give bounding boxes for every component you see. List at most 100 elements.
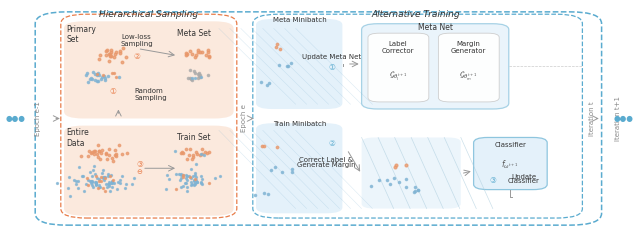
Point <box>176 172 186 176</box>
Point <box>181 181 191 184</box>
Point <box>182 178 192 182</box>
Point <box>178 184 188 188</box>
Point <box>189 69 199 73</box>
Point <box>103 174 113 178</box>
Point <box>204 150 214 153</box>
Point <box>189 177 200 181</box>
Point <box>189 76 200 80</box>
Point <box>83 183 93 187</box>
Point <box>101 157 111 161</box>
Point <box>195 75 205 79</box>
Point <box>127 182 138 186</box>
Text: Random
Sampling: Random Sampling <box>134 88 167 101</box>
Point <box>90 149 100 153</box>
Text: Epoch e: Epoch e <box>241 105 248 132</box>
Point <box>176 173 186 177</box>
Point <box>200 150 210 154</box>
Text: Label
Corrector: Label Corrector <box>382 41 414 54</box>
Point <box>95 151 106 155</box>
Point <box>196 181 207 185</box>
Point <box>100 176 111 180</box>
Point <box>52 181 62 185</box>
Point <box>63 175 74 179</box>
Point <box>186 77 196 81</box>
Point <box>161 173 172 177</box>
Point <box>204 55 214 58</box>
Point <box>109 55 119 59</box>
Point <box>196 75 206 79</box>
Point <box>88 70 98 74</box>
Point <box>199 153 209 156</box>
Point <box>97 176 108 179</box>
Point <box>90 180 100 184</box>
Point <box>196 152 206 156</box>
Point <box>104 189 115 192</box>
Point <box>190 71 200 75</box>
Point <box>83 179 93 182</box>
Point <box>385 182 396 186</box>
Point <box>95 185 106 189</box>
Point <box>109 153 120 157</box>
Point <box>113 180 124 184</box>
Point <box>99 175 109 178</box>
Text: ②: ② <box>328 139 335 148</box>
Point <box>100 49 111 53</box>
Point <box>185 68 195 72</box>
FancyBboxPatch shape <box>64 21 234 118</box>
Point <box>187 76 197 80</box>
Point <box>194 74 204 78</box>
Point <box>408 190 419 194</box>
Text: Hierarchical Sampling: Hierarchical Sampling <box>99 10 198 19</box>
Point <box>187 78 197 82</box>
FancyBboxPatch shape <box>474 137 547 190</box>
Point <box>72 179 83 183</box>
Point <box>100 189 110 193</box>
Point <box>83 154 93 158</box>
Point <box>413 188 423 192</box>
Point <box>182 158 192 161</box>
Point <box>182 174 192 178</box>
Point <box>107 181 117 185</box>
Point <box>195 73 205 77</box>
Point <box>93 79 103 83</box>
Point <box>120 186 130 190</box>
Point <box>96 77 106 81</box>
Point <box>111 154 121 157</box>
Point <box>89 150 99 153</box>
Point <box>181 51 191 55</box>
Point <box>86 151 96 155</box>
Point <box>190 55 200 59</box>
Text: $\mathcal{G}_{\theta_m^{t+1}}$: $\mathcal{G}_{\theta_m^{t+1}}$ <box>460 70 477 83</box>
Point <box>391 163 401 167</box>
Point <box>185 175 195 179</box>
Point <box>106 181 116 185</box>
Point <box>100 76 110 80</box>
Text: ③: ③ <box>490 176 496 185</box>
Point <box>186 167 196 170</box>
Point <box>100 153 111 156</box>
FancyBboxPatch shape <box>368 33 429 102</box>
Point <box>263 192 273 196</box>
Point <box>193 72 203 76</box>
Point <box>97 149 107 152</box>
Point <box>190 181 200 185</box>
Point <box>98 73 108 77</box>
Point <box>173 172 184 176</box>
Point <box>394 180 404 183</box>
Point <box>189 183 199 187</box>
Point <box>97 75 107 79</box>
Point <box>200 53 211 57</box>
Point <box>182 76 193 80</box>
Point <box>170 149 180 153</box>
FancyBboxPatch shape <box>438 33 499 102</box>
Point <box>93 71 103 75</box>
Point <box>95 157 106 161</box>
Point <box>197 182 207 186</box>
Point <box>182 190 193 193</box>
Point <box>104 59 114 63</box>
Point <box>81 176 92 180</box>
Point <box>176 151 186 155</box>
Point <box>190 182 200 186</box>
Text: Entire
Data: Entire Data <box>67 128 90 148</box>
Point <box>87 183 97 187</box>
